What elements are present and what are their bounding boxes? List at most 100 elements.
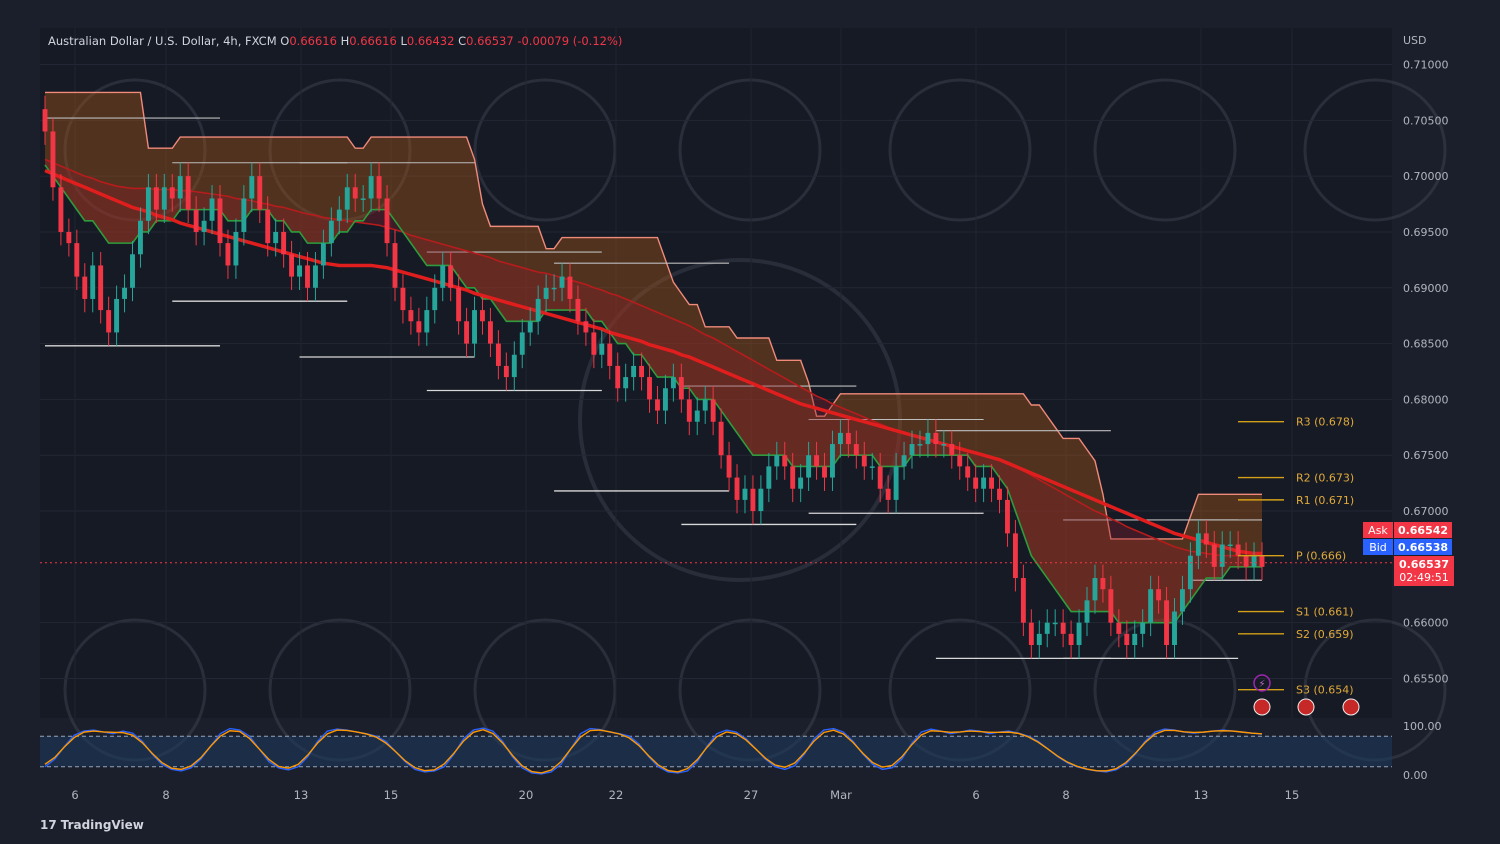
candle-body bbox=[655, 399, 660, 411]
candle bbox=[440, 252, 446, 302]
candle-body bbox=[973, 477, 979, 489]
x-tick-label: 22 bbox=[609, 788, 624, 802]
candle bbox=[98, 252, 104, 324]
oscillator-pane[interactable]: 100.00 0.00 bbox=[40, 720, 1442, 782]
candle bbox=[1259, 542, 1265, 581]
candle bbox=[416, 307, 422, 346]
candle bbox=[686, 386, 692, 436]
candle-body bbox=[130, 254, 135, 288]
candle bbox=[464, 307, 470, 357]
candle-body bbox=[933, 432, 939, 445]
candle-body bbox=[1251, 555, 1257, 567]
bid-price: 0.66538 bbox=[1398, 541, 1448, 554]
candle bbox=[543, 274, 549, 313]
candle-body bbox=[495, 343, 501, 366]
x-tick-label: 6 bbox=[71, 788, 78, 802]
candle bbox=[1060, 609, 1066, 648]
candle-body bbox=[440, 265, 446, 288]
candle bbox=[50, 118, 56, 201]
candle-body bbox=[575, 298, 581, 322]
resistance-cloud bbox=[45, 92, 1262, 623]
candle bbox=[615, 352, 621, 402]
candle-body bbox=[925, 432, 931, 445]
candle-body bbox=[782, 455, 788, 467]
candle bbox=[559, 263, 565, 302]
high-value: 0.66616 bbox=[349, 34, 397, 48]
candle-body bbox=[1227, 544, 1233, 547]
candle bbox=[448, 252, 454, 302]
candle bbox=[599, 330, 605, 369]
x-axis[interactable]: 6 8 13 15 20 22 27 Mar 6 8 13 15 bbox=[71, 788, 1299, 802]
pivot-label: S2 (0.659) bbox=[1296, 628, 1354, 641]
candle bbox=[742, 475, 748, 514]
candle-body bbox=[328, 220, 334, 244]
candle bbox=[1156, 575, 1162, 614]
candle bbox=[917, 430, 923, 458]
open-label: O bbox=[280, 34, 290, 48]
us-flag-event-icon[interactable] bbox=[1253, 698, 1271, 716]
bid-label: Bid bbox=[1369, 541, 1387, 554]
candle bbox=[1012, 519, 1018, 592]
candle bbox=[138, 207, 143, 268]
candle bbox=[670, 363, 676, 402]
low-value: 0.66432 bbox=[406, 34, 455, 48]
candle-body bbox=[138, 220, 143, 255]
symbol-header: Australian Dollar / U.S. Dollar, 4h, FXC… bbox=[48, 34, 622, 48]
y-axis[interactable]: USD 0.71000 0.70500 0.70000 0.69500 0.69000 0.… bbox=[1403, 34, 1449, 686]
candle-body bbox=[511, 354, 517, 378]
lightning-event-icon[interactable] bbox=[1253, 674, 1271, 692]
last-price-box bbox=[1394, 556, 1454, 586]
candle-body bbox=[145, 187, 151, 221]
candle-body bbox=[607, 343, 613, 366]
candle-body bbox=[169, 187, 175, 199]
candle bbox=[1084, 586, 1090, 637]
candle bbox=[360, 185, 366, 212]
ask-label-box bbox=[1363, 522, 1393, 538]
candle bbox=[106, 296, 112, 346]
candle bbox=[1219, 531, 1225, 581]
candle-body bbox=[917, 444, 923, 446]
candle bbox=[114, 285, 120, 346]
candle bbox=[639, 352, 645, 391]
candle-body bbox=[853, 444, 859, 456]
candle bbox=[814, 441, 820, 480]
candle bbox=[344, 173, 350, 224]
candle bbox=[623, 363, 629, 402]
candle-body bbox=[185, 176, 191, 210]
tradingview-logo[interactable]: 17 TradingView bbox=[40, 818, 144, 832]
candle bbox=[766, 452, 772, 503]
candle-body bbox=[177, 176, 183, 199]
y-tick-label: 0.67500 bbox=[1403, 449, 1449, 462]
candle-body bbox=[662, 388, 668, 411]
candle-body bbox=[336, 209, 342, 221]
candle bbox=[217, 185, 223, 257]
event-markers[interactable]: ⚡ bbox=[1253, 674, 1360, 716]
candle-body bbox=[527, 321, 533, 333]
candle bbox=[909, 430, 915, 469]
candle bbox=[297, 252, 302, 291]
candle-body bbox=[432, 287, 438, 311]
candle-body bbox=[1148, 589, 1154, 623]
candle bbox=[885, 475, 891, 514]
candle-body bbox=[50, 131, 56, 188]
candle bbox=[662, 374, 668, 424]
watermark-seal bbox=[473, 78, 617, 222]
candle-body bbox=[567, 276, 573, 299]
candle bbox=[957, 441, 963, 480]
candle-body bbox=[1100, 578, 1106, 590]
candle bbox=[1180, 575, 1185, 625]
x-tick-label: 13 bbox=[1194, 788, 1209, 802]
candle-body bbox=[949, 444, 955, 456]
candle-body bbox=[543, 287, 549, 299]
us-flag-event-icon[interactable] bbox=[1342, 698, 1360, 716]
candle bbox=[503, 352, 509, 391]
candle-body bbox=[360, 198, 366, 200]
candle-body bbox=[281, 231, 287, 255]
x-tick-label: 27 bbox=[744, 788, 759, 802]
us-flag-event-icon[interactable] bbox=[1297, 698, 1315, 716]
candle-body bbox=[82, 276, 88, 299]
candle-body bbox=[742, 488, 748, 500]
candle bbox=[225, 229, 231, 279]
pivot-label: R3 (0.678) bbox=[1296, 416, 1354, 429]
